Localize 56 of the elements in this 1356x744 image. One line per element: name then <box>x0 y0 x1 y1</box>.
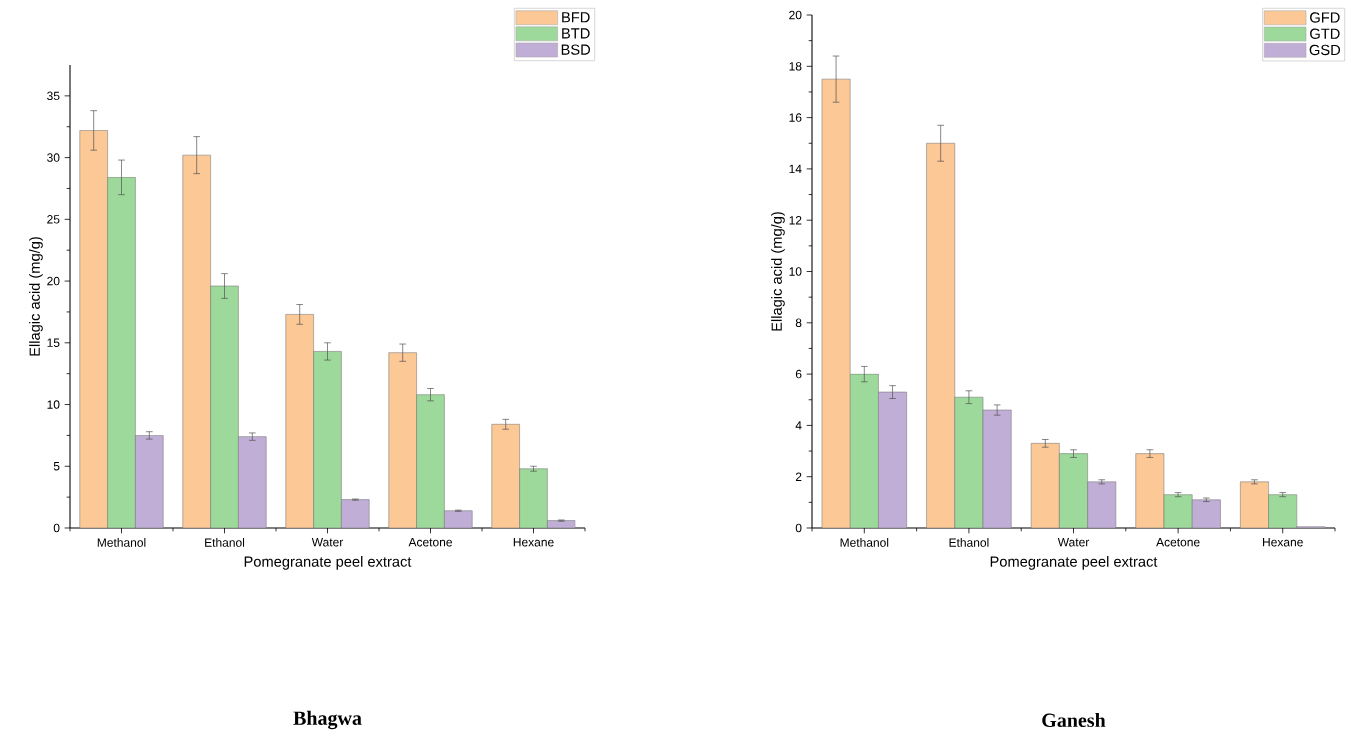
y-tick-label: 30 <box>47 153 60 162</box>
y-tick-label: 25 <box>47 215 60 224</box>
x-axis-title: Pomegranate peel extract <box>244 556 412 570</box>
bar <box>954 396 984 528</box>
bar <box>1240 481 1269 528</box>
x-tick-label: Methanol <box>97 538 146 547</box>
y-tick-label: 10 <box>47 400 60 409</box>
y-tick-label: 15 <box>47 338 60 347</box>
bar <box>444 510 473 528</box>
x-tick-label: Methanol <box>840 538 889 547</box>
y-tick-label: 14 <box>789 164 802 174</box>
y-tick-label: 16 <box>789 113 802 122</box>
legend-label: GFD <box>1310 12 1340 23</box>
y-tick-label: 12 <box>789 216 802 225</box>
x-tick-label: Acetone <box>1156 538 1200 547</box>
bar <box>1135 453 1165 528</box>
text: Ganesh <box>1042 712 1106 728</box>
bar <box>547 520 576 528</box>
legend-label: GSD <box>1309 44 1341 56</box>
bar <box>1268 494 1298 528</box>
x-tick-label: Water <box>311 538 344 547</box>
x-tick-label: Ethanol <box>205 538 245 547</box>
bar <box>849 373 879 528</box>
y-tick-label: 18 <box>789 62 802 71</box>
y-tick-label: 20 <box>47 276 60 286</box>
y-tick-label: 10 <box>789 267 802 276</box>
y-tick-label: 0 <box>53 523 60 533</box>
bar <box>821 78 851 528</box>
legend-label: GTD <box>1310 28 1340 39</box>
x-tick-label: Water <box>1057 538 1090 547</box>
y-tick-label: 2 <box>795 472 802 481</box>
y-tick-label: 8 <box>795 318 802 328</box>
bar <box>1030 443 1060 528</box>
bar <box>341 499 370 528</box>
y-tick-label: 0 <box>795 523 802 533</box>
legend-label: BSD <box>561 44 591 55</box>
bar <box>238 436 267 528</box>
text: Bhagwa <box>293 710 362 730</box>
legend-label: BTD <box>562 28 590 39</box>
bar <box>1059 453 1088 528</box>
y-axis-title: Ellagic acid (mg/g) <box>771 212 785 331</box>
x-tick-label: Hexane <box>513 538 554 547</box>
y-tick-label: 4 <box>795 421 802 430</box>
bar <box>1163 494 1193 528</box>
y-tick-label: 6 <box>795 369 802 379</box>
x-axis-title: Pomegranate peel extract <box>990 556 1158 570</box>
bar <box>135 435 164 528</box>
y-axis-title: Ellagic acid (mg/g) <box>29 237 43 356</box>
y-tick-label: 5 <box>53 462 60 471</box>
x-tick-label: Acetone <box>408 538 452 547</box>
bar <box>926 142 956 528</box>
x-tick-label: Ethanol <box>949 538 989 547</box>
y-tick-label: 20 <box>789 10 802 20</box>
y-tick-label: 35 <box>47 91 60 101</box>
x-tick-label: Hexane <box>1263 538 1303 547</box>
legend-label: BFD <box>562 12 590 23</box>
